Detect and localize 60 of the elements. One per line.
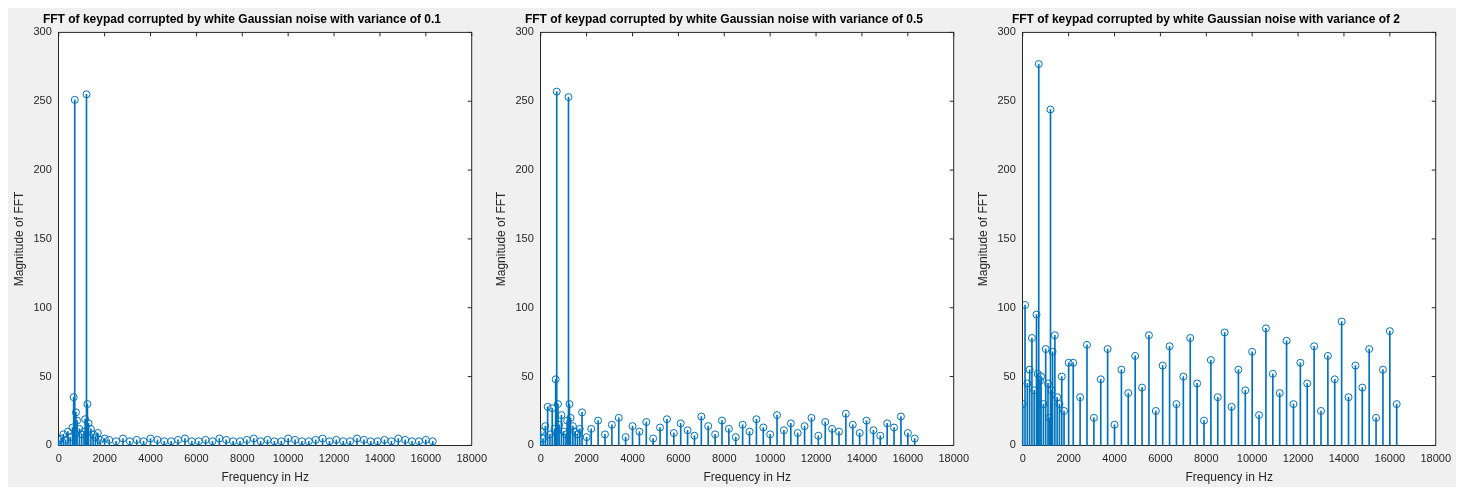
y-tick-label: 200: [33, 163, 52, 176]
chart-title: FFT of keypad corrupted by white Gaussian noise with variance of 0.1: [42, 11, 442, 26]
x-axis-title: Frequency in Hz: [1185, 470, 1273, 485]
y-axis-title: Magnitude of FFT: [493, 190, 508, 287]
y-tick-label: 150: [515, 231, 534, 244]
x-tick-label: 6000: [184, 452, 209, 465]
x-tick-label: 8000: [230, 452, 255, 465]
y-tick-label: 250: [515, 94, 534, 107]
y-tick-label: 300: [515, 25, 534, 38]
x-tick-label: 16000: [892, 452, 924, 465]
x-tick-label: 12000: [1282, 452, 1314, 465]
x-tick-label: 6000: [666, 452, 691, 465]
chart-title: FFT of keypad corrupted by white Gaussian noise with variance of 2: [1011, 11, 1401, 26]
x-tick-label: 12000: [318, 452, 350, 465]
y-tick-label: 150: [997, 231, 1016, 244]
y-tick-label: 200: [997, 163, 1016, 176]
x-tick-label: 14000: [1328, 452, 1360, 465]
y-tick-label: 100: [515, 300, 534, 313]
x-tick-label: 16000: [1374, 452, 1406, 465]
y-tick-label: 50: [521, 369, 534, 382]
x-tick-label: 0: [55, 452, 62, 465]
y-tick-label: 0: [1009, 438, 1016, 451]
x-tick-label: 4000: [620, 452, 645, 465]
x-tick-label: 4000: [1102, 452, 1127, 465]
x-tick-label: 18000: [1420, 452, 1451, 465]
y-tick-label: 300: [997, 25, 1016, 38]
y-tick-label: 100: [33, 300, 52, 313]
x-tick-label: 16000: [410, 452, 442, 465]
x-tick-label: 0: [537, 452, 544, 465]
x-tick-label: 14000: [846, 452, 878, 465]
y-axis-title: Magnitude of FFT: [11, 190, 26, 287]
x-tick-label: 14000: [364, 452, 396, 465]
x-tick-label: 4000: [138, 452, 163, 465]
x-axis-title: Frequency in Hz: [703, 470, 791, 485]
y-axis-title: Magnitude of FFT: [975, 190, 990, 287]
x-tick-label: 8000: [712, 452, 737, 465]
y-tick-label: 300: [33, 25, 52, 38]
chart-title: FFT of keypad corrupted by white Gaussian noise with variance of 0.5: [524, 11, 924, 26]
x-tick-label: 6000: [1148, 452, 1173, 465]
y-tick-label: 0: [527, 438, 534, 451]
y-tick-label: 200: [515, 163, 534, 176]
x-tick-label: 12000: [800, 452, 832, 465]
x-tick-label: 18000: [456, 452, 487, 465]
x-tick-label: 10000: [754, 452, 786, 465]
y-tick-label: 0: [45, 438, 52, 451]
x-tick-label: 2000: [1056, 452, 1081, 465]
x-tick-label: 2000: [92, 452, 117, 465]
y-tick-label: 250: [33, 94, 52, 107]
x-tick-label: 8000: [1194, 452, 1219, 465]
y-tick-label: 150: [33, 231, 52, 244]
x-tick-label: 2000: [574, 452, 599, 465]
x-axis-title: Frequency in Hz: [221, 470, 309, 485]
x-tick-label: 10000: [1236, 452, 1268, 465]
y-tick-label: 100: [997, 300, 1016, 313]
y-tick-label: 50: [39, 369, 52, 382]
x-tick-label: 10000: [272, 452, 304, 465]
x-tick-label: 18000: [938, 452, 969, 465]
x-tick-label: 0: [1019, 452, 1026, 465]
y-tick-label: 250: [997, 94, 1016, 107]
y-tick-label: 50: [1003, 369, 1016, 382]
